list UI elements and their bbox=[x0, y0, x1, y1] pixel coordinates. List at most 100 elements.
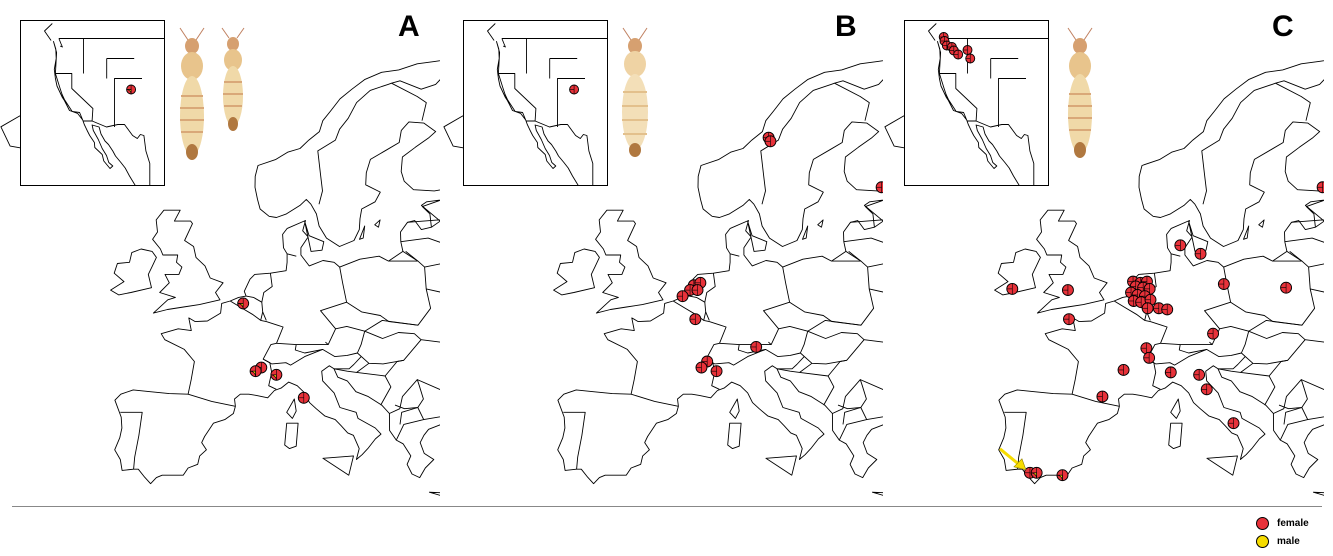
coastline bbox=[284, 422, 299, 450]
coastline bbox=[727, 422, 742, 450]
country-border bbox=[405, 251, 419, 262]
country-border bbox=[834, 82, 870, 121]
record-marker bbox=[691, 284, 704, 297]
coastline bbox=[1188, 220, 1209, 252]
country-border bbox=[400, 237, 440, 243]
coastline bbox=[114, 60, 440, 485]
coastline bbox=[1170, 398, 1181, 419]
record-marker bbox=[1061, 284, 1074, 297]
record-marker bbox=[1316, 181, 1324, 194]
north-america-inset-map bbox=[463, 20, 608, 186]
record-marker bbox=[1161, 303, 1174, 316]
record-marker bbox=[1141, 302, 1154, 315]
record-marker bbox=[297, 391, 310, 404]
state-border bbox=[114, 78, 142, 127]
record-marker bbox=[1227, 417, 1240, 430]
legend-label-female: female bbox=[1277, 517, 1309, 529]
country-border bbox=[1301, 379, 1324, 391]
coastline bbox=[1243, 225, 1250, 240]
country-border bbox=[1275, 82, 1311, 121]
country-border bbox=[737, 325, 809, 358]
state-border bbox=[58, 38, 63, 48]
record-marker bbox=[1096, 390, 1109, 403]
coastline bbox=[998, 60, 1324, 485]
country-border bbox=[799, 371, 835, 406]
state-border bbox=[498, 73, 537, 122]
record-marker bbox=[249, 365, 262, 378]
country-border bbox=[800, 330, 865, 365]
country-border bbox=[325, 341, 329, 345]
country-border bbox=[719, 267, 791, 346]
legend: female male bbox=[1256, 514, 1326, 550]
map-panel-a: A bbox=[0, 0, 440, 500]
coastline bbox=[359, 225, 366, 240]
coastline bbox=[496, 41, 594, 185]
legend-item-female: female bbox=[1256, 514, 1326, 532]
coastline bbox=[428, 491, 440, 496]
record-marker bbox=[764, 135, 777, 148]
record-marker bbox=[1207, 327, 1220, 340]
country-border bbox=[842, 407, 883, 425]
female-marker-icon bbox=[1256, 516, 1269, 530]
country-border bbox=[1113, 300, 1168, 344]
coastline bbox=[53, 41, 151, 185]
country-border bbox=[1004, 411, 1027, 470]
state-border bbox=[998, 78, 1026, 127]
map-panel-c: C bbox=[884, 0, 1324, 500]
coastline bbox=[557, 60, 883, 485]
record-marker bbox=[1006, 282, 1019, 295]
country-border bbox=[838, 419, 867, 441]
country-border bbox=[317, 82, 392, 205]
country-border bbox=[346, 260, 432, 326]
coastline bbox=[374, 219, 381, 228]
country-border bbox=[1283, 407, 1324, 425]
country-border bbox=[364, 319, 419, 332]
state-border bbox=[928, 23, 937, 41]
record-marker bbox=[953, 49, 964, 60]
country-border bbox=[1071, 393, 1120, 407]
country-border bbox=[417, 379, 440, 391]
record-marker bbox=[569, 84, 580, 95]
country-border bbox=[1268, 359, 1288, 377]
record-marker bbox=[270, 368, 283, 381]
record-marker bbox=[1280, 281, 1293, 294]
state-border bbox=[44, 23, 53, 41]
panel-label: B bbox=[835, 10, 857, 43]
country-border bbox=[391, 79, 440, 90]
coastline bbox=[1036, 209, 1108, 314]
country-border bbox=[850, 219, 883, 223]
record-marker bbox=[1063, 313, 1075, 326]
state-border bbox=[557, 78, 585, 127]
country-border bbox=[832, 379, 867, 414]
country-border bbox=[789, 260, 875, 326]
record-marker bbox=[1217, 278, 1230, 290]
coastline bbox=[747, 220, 768, 252]
country-border bbox=[630, 393, 679, 407]
country-border bbox=[1273, 379, 1308, 414]
country-border bbox=[563, 411, 586, 470]
country-border bbox=[768, 341, 772, 345]
legend-label-male: male bbox=[1277, 535, 1300, 547]
record-marker bbox=[695, 361, 708, 374]
country-border bbox=[1160, 267, 1232, 346]
state-border bbox=[55, 73, 94, 122]
record-marker bbox=[1194, 247, 1207, 260]
country-border bbox=[421, 339, 440, 343]
panel-label: A bbox=[398, 10, 420, 43]
legend-item-male: male bbox=[1256, 532, 1326, 550]
record-marker bbox=[965, 53, 976, 64]
state-border bbox=[501, 38, 506, 48]
record-marker bbox=[237, 297, 250, 310]
country-border bbox=[389, 379, 424, 414]
coastline bbox=[1312, 491, 1324, 496]
record-marker bbox=[676, 290, 689, 303]
country-border bbox=[286, 253, 297, 257]
country-border bbox=[1241, 330, 1306, 365]
country-border bbox=[1170, 253, 1181, 257]
country-border bbox=[391, 82, 427, 121]
country-border bbox=[356, 371, 392, 406]
country-border bbox=[261, 273, 273, 303]
country-border bbox=[777, 356, 805, 370]
country-border bbox=[807, 319, 862, 332]
country-border bbox=[1308, 263, 1324, 268]
